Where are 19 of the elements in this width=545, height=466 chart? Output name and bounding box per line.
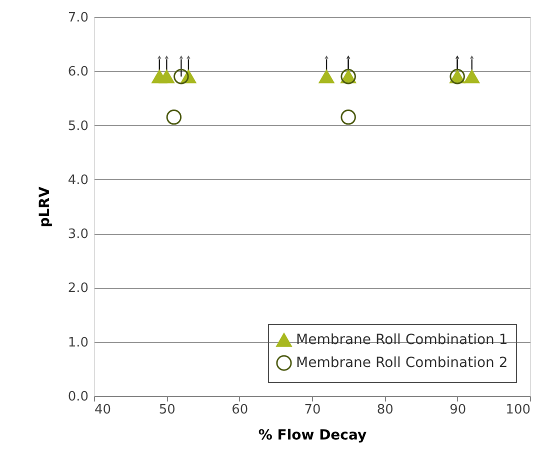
- y-tick-label: 7.0: [68, 10, 88, 26]
- x-tick-label: 90: [450, 402, 466, 418]
- y-tick-label: 0.0: [68, 390, 88, 404]
- y-axis-title: pLRV: [36, 186, 53, 228]
- x-tick-label: 80: [376, 402, 394, 418]
- x-tick-label: 100: [506, 402, 530, 418]
- y-tick-label: 6.0: [68, 64, 88, 80]
- x-tick-label: 40: [94, 402, 112, 418]
- legend-label: Membrane Roll Combination 2: [296, 355, 508, 371]
- x-tick-label: 70: [304, 402, 321, 418]
- y-tick-label: 5.0: [68, 118, 88, 134]
- x-axis-title: % Flow Decay: [258, 428, 367, 444]
- x-tick-label: 60: [232, 402, 248, 418]
- y-tick-label: 3.0: [68, 227, 88, 242]
- y-tick-label: 4.0: [68, 172, 88, 188]
- legend-label: Membrane Roll Combination 1: [296, 332, 508, 348]
- y-tick-label: 1.0: [68, 335, 88, 350]
- x-tick-label: 50: [158, 402, 176, 418]
- y-tick-label: 2.0: [68, 281, 88, 296]
